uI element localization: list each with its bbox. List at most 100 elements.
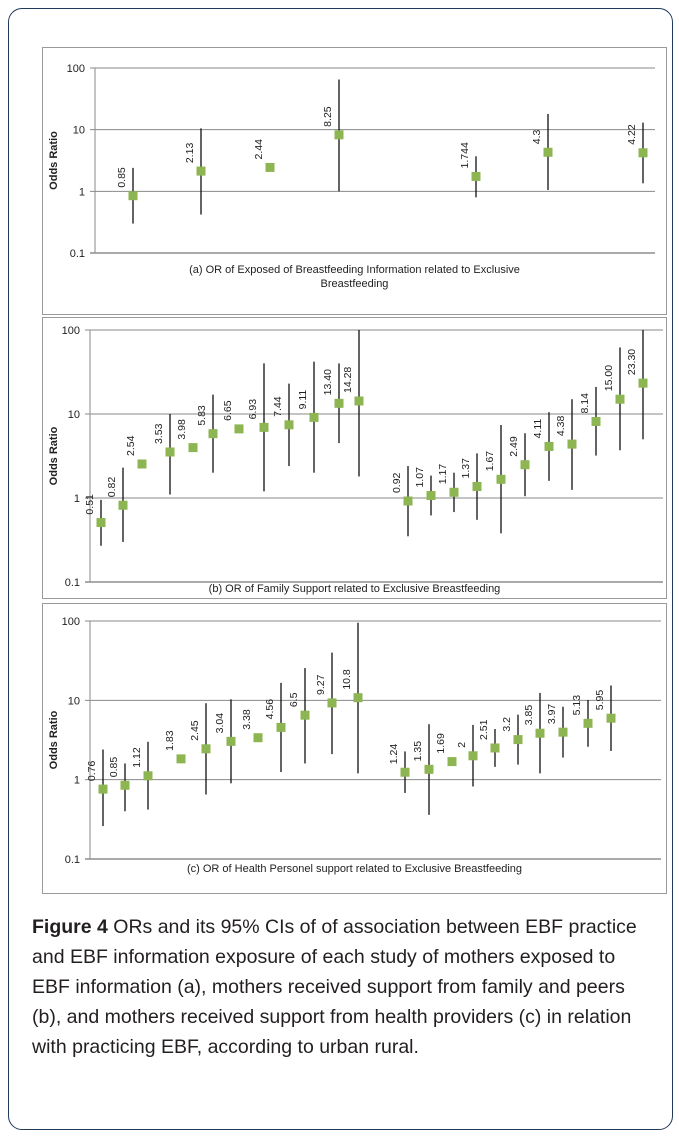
or-marker [426,491,436,501]
or-marker [176,754,186,764]
or-marker [334,398,344,408]
y-tick-label: 0.1 [65,577,80,589]
or-marker [309,412,319,422]
figure-frame: 100 10 1 0.1 Odds Ratio 0.85 2.13 2.44 8.25 1.744… [8,8,673,1130]
point-value-label: 0.85 [116,167,128,188]
point-value-label: 15.00 [603,365,615,391]
y-axis-label: Odds Ratio [48,131,60,190]
point-value-label: 2.13 [184,142,196,163]
chart-svg-b: 100 10 1 0.1 Odds Ratio 0.51 0.82 2.54 3.53 3.98 5… [48,325,663,595]
point-value-label: 1.69 [435,733,447,754]
or-marker [96,518,106,528]
or-marker [513,735,523,745]
or-marker [567,439,577,449]
chart-svg-c: 100 10 1 0.1 Odds Ratio 0.76 0.85 1.12 1.83 2.45 3… [48,616,661,875]
point-value-label: 1.12 [131,747,143,768]
or-marker [276,722,286,732]
or-marker [120,780,130,790]
point-value-label: 3.53 [153,423,165,444]
point-value-label: 4.56 [264,699,276,720]
chart-panel-a: 100 10 1 0.1 Odds Ratio 0.85 2.13 2.44 8.25 1.744… [42,47,667,315]
or-marker [544,441,554,451]
or-marker [615,394,625,404]
point-value-label: 3.2 [501,717,513,732]
or-marker [128,191,138,201]
point-value-label: 0.82 [106,477,118,498]
or-marker [472,482,482,492]
or-marker [165,447,175,457]
point-value-label: 1.83 [164,730,176,751]
or-marker [496,474,506,484]
point-value-label: 6.93 [247,399,259,420]
point-value-label: 1.24 [388,744,400,765]
point-value-label: 0.85 [108,757,120,778]
chart-svg-a: 100 10 1 0.1 Odds Ratio 0.85 2.13 2.44 8.25 1.744… [48,63,655,290]
y-tick-label: 10 [68,409,80,421]
point-value-label: 5.13 [571,695,583,716]
or-marker [188,443,198,453]
y-tick-label: 100 [62,325,80,337]
point-value-label: 4.11 [532,419,544,439]
point-value-label: 4.3 [531,130,543,145]
or-marker [447,757,457,767]
or-marker [143,771,153,781]
y-tick-label: 100 [62,616,80,628]
point-value-label: 2.54 [125,435,137,456]
chart-panel-b: 100 10 1 0.1 Odds Ratio 0.51 0.82 2.54 3.53 3.98 5… [42,317,667,599]
or-marker [253,733,263,743]
chart-caption-line: (a) OR of Exposed of Breastfeeding Infor… [189,264,520,276]
point-value-label: 3.04 [214,713,226,734]
or-marker [226,736,236,746]
or-marker [353,693,363,703]
point-value-label: 23.30 [626,349,638,375]
point-value-label: 1.35 [412,741,424,762]
or-marker [354,396,364,406]
or-marker [520,460,530,470]
or-marker [234,424,244,434]
point-value-label: 6.65 [222,400,234,421]
point-value-label: 1.37 [460,458,472,479]
or-marker [265,162,275,172]
or-marker [403,496,413,506]
or-marker [606,713,616,723]
point-value-label: 5.83 [196,405,208,426]
or-marker [558,727,568,737]
or-marker [638,378,648,388]
point-value-label: 2.45 [189,720,201,741]
or-marker [208,429,218,439]
or-marker [535,728,545,738]
or-marker [118,500,128,510]
point-value-label: 8.14 [579,393,591,414]
point-value-label: 1.67 [484,451,496,472]
or-marker [137,459,147,469]
point-value-label: 8.25 [322,106,334,127]
y-tick-label: 0.1 [65,854,80,866]
y-tick-label: 1 [79,186,85,198]
or-marker [471,171,481,181]
chart-caption: (c) OR of Health Personel support relate… [187,863,522,875]
point-value-label: 7.44 [272,396,284,417]
y-tick-label: 0.1 [70,248,85,260]
or-marker [327,698,337,708]
y-tick-label: 1 [74,775,80,787]
or-marker [334,130,344,140]
figure-caption-label: Figure 4 [32,916,108,938]
figure-caption-text: ORs and its 95% CIs of of association be… [32,916,637,1058]
point-value-label: 13.40 [322,369,334,395]
chart-panel-c: 100 10 1 0.1 Odds Ratio 0.76 0.85 1.12 1.83 2.45 3… [42,603,667,894]
or-marker [400,767,410,777]
y-tick-label: 10 [68,695,80,707]
point-value-label: 2 [456,742,468,748]
or-marker [196,166,206,176]
or-marker [468,751,478,761]
point-value-label: 0.51 [84,494,96,515]
point-value-label: 2.49 [508,436,520,457]
figure-caption: Figure 4 ORs and its 95% CIs of of assoc… [32,912,642,1062]
point-value-label: 4.22 [626,124,638,145]
or-marker [424,764,434,774]
point-value-label: 2.51 [478,719,490,740]
point-value-label: 1.07 [414,467,426,488]
point-value-label: 1.17 [437,464,449,485]
point-value-label: 0.76 [86,761,98,782]
or-marker [543,147,553,157]
